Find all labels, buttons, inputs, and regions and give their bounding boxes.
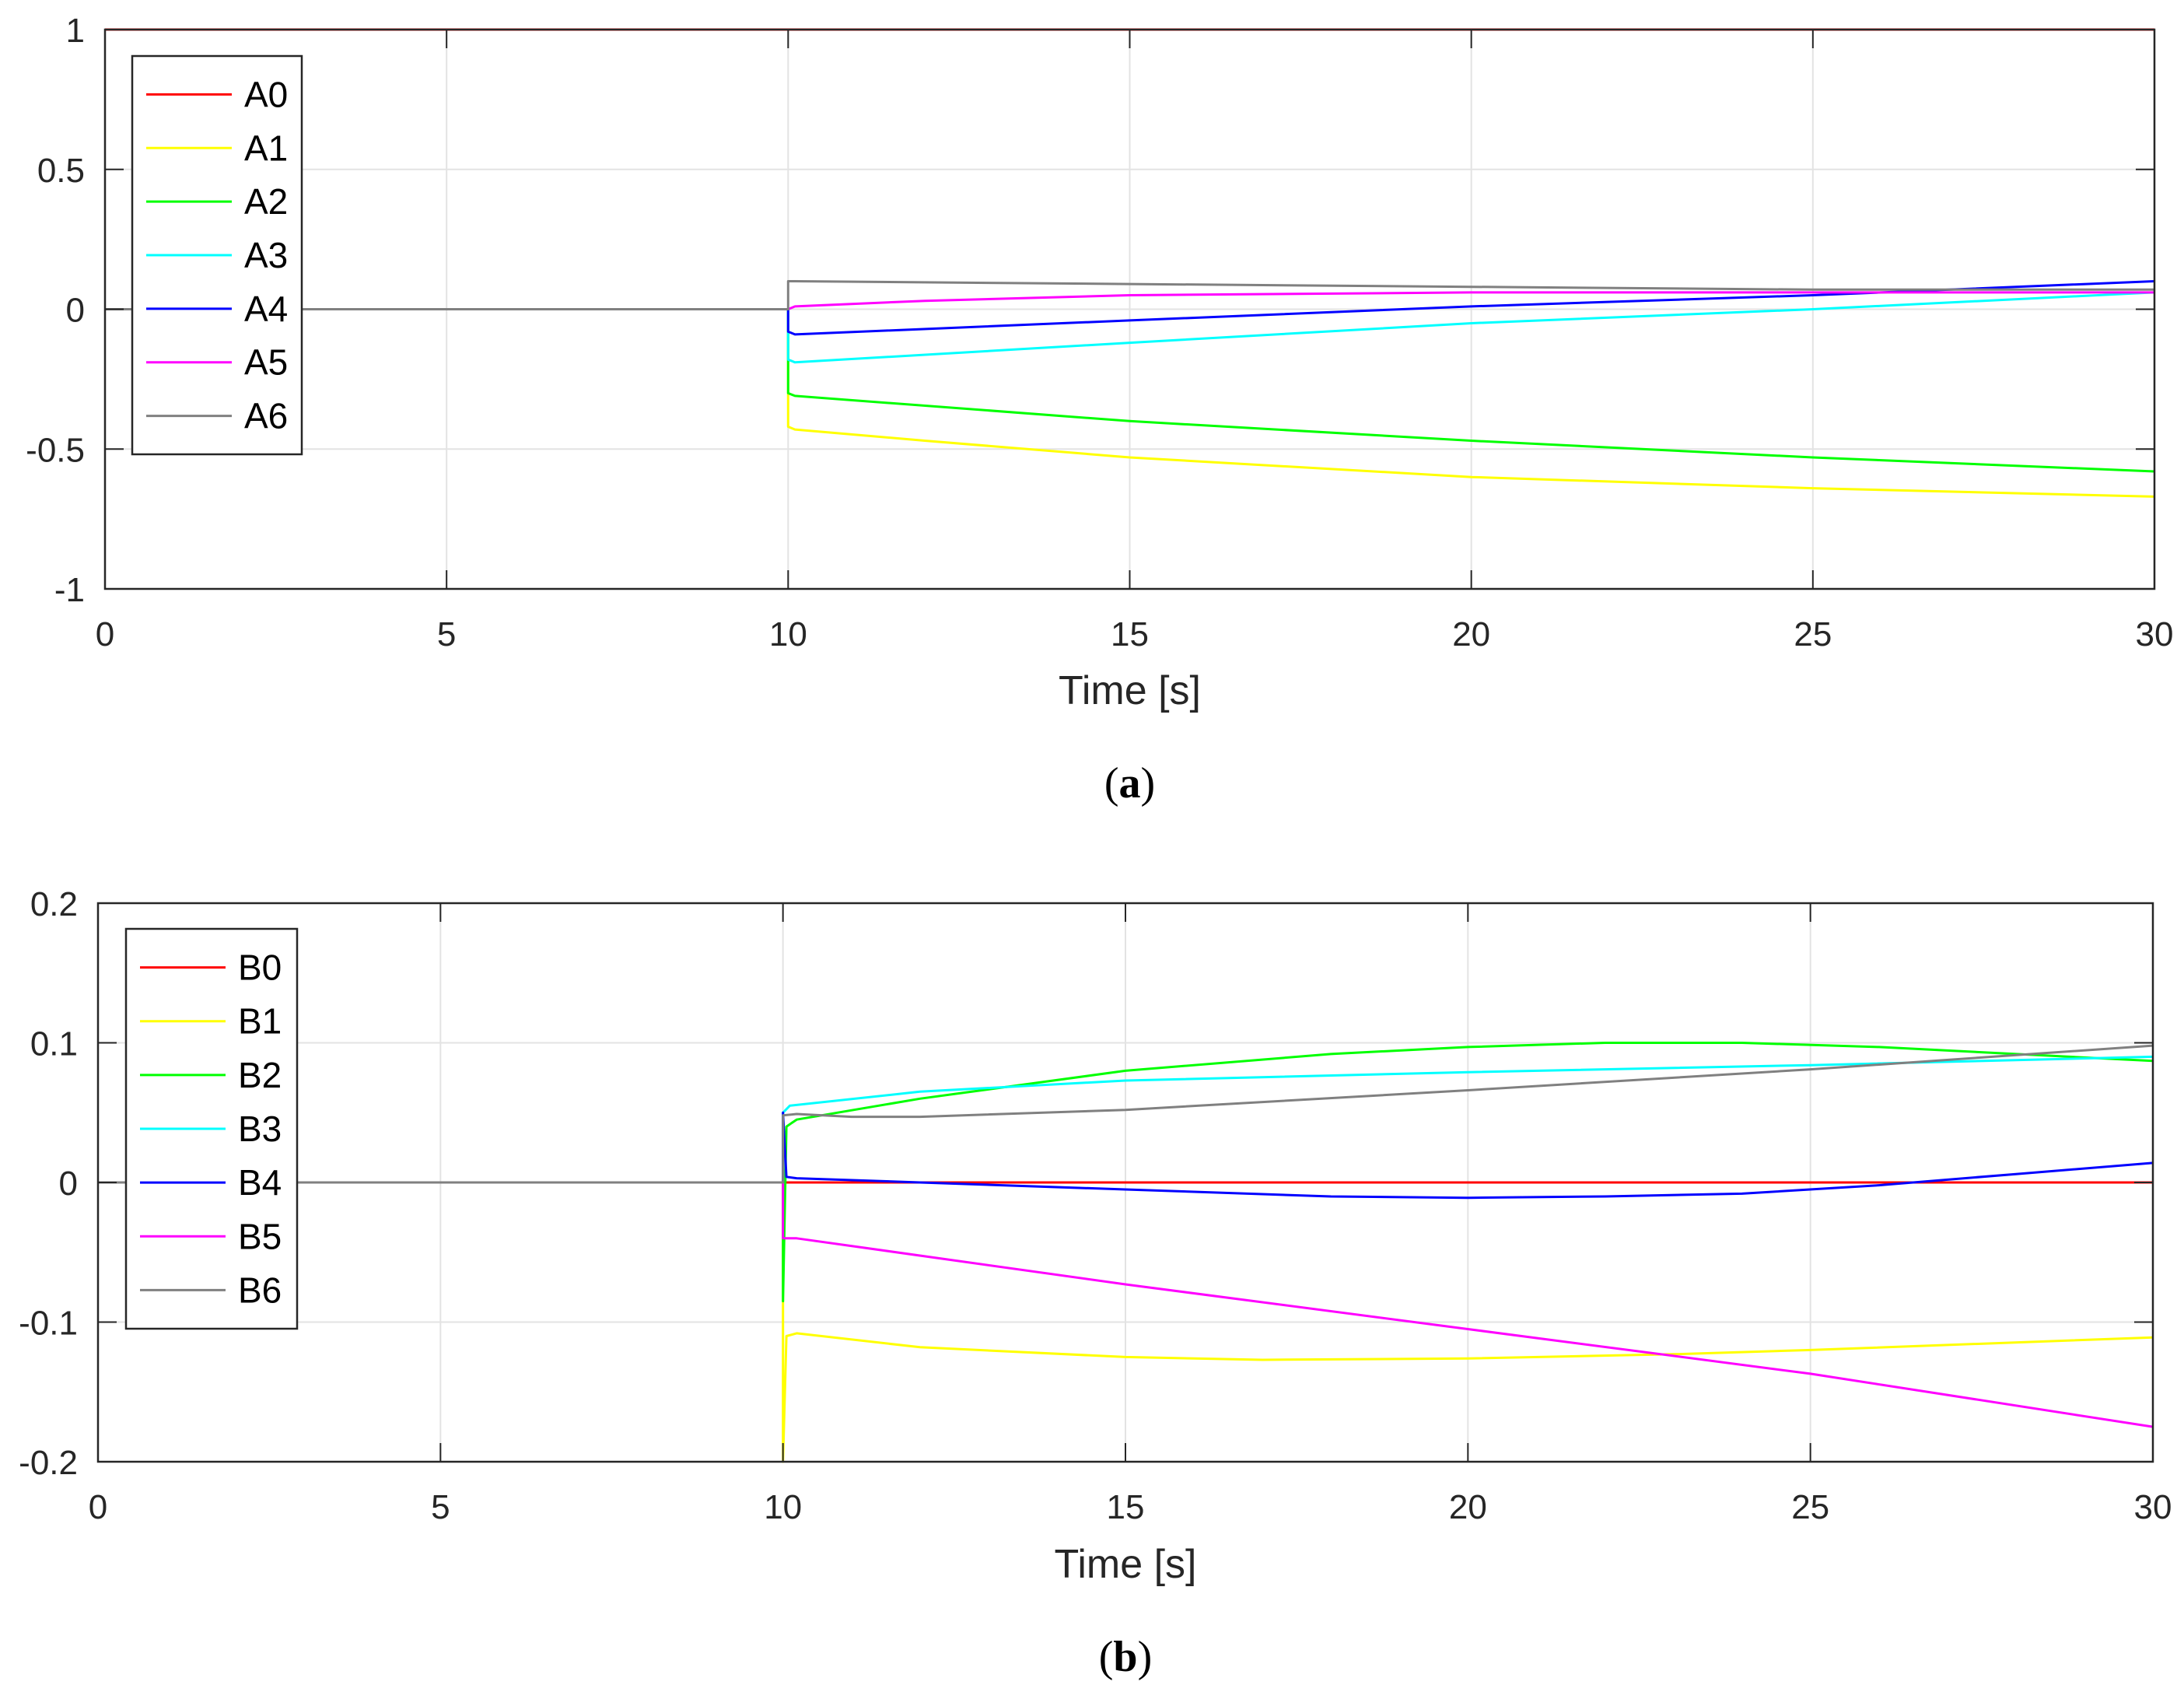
x-tick-label: 15 [1111, 615, 1149, 653]
x-tick-label: 0 [89, 1488, 107, 1526]
legend: A0 A1 A2 A3 A4 A5 A6 [131, 54, 303, 456]
legend-label-b6: B6 [238, 1270, 282, 1310]
x-axis-label: Time [s] [1055, 1542, 1197, 1587]
x-tick-label: 25 [1791, 1488, 1829, 1526]
figure-caption: (a) [1104, 759, 1155, 807]
legend-label-a5: A5 [244, 342, 288, 383]
y-tick-label: 0.5 [37, 152, 85, 190]
x-axis-label: Time [s] [1059, 668, 1201, 713]
x-tick-label: 5 [431, 1488, 450, 1526]
caption-letter: b [1113, 1633, 1137, 1681]
x-tick-label: 15 [1107, 1488, 1145, 1526]
legend-label-a6: A6 [244, 396, 288, 436]
y-tick-label: -1 [54, 571, 85, 609]
figure-caption: (b) [1099, 1633, 1152, 1681]
x-tick-label: 10 [769, 615, 807, 653]
legend-label-a3: A3 [244, 235, 288, 275]
chart-b: 0 5 10 15 20 25 30 -0.2 -0.1 0 0.1 0.2 Time [s] (b) B0… [19, 885, 2172, 1681]
x-tick-label: 0 [96, 615, 114, 653]
caption-close: ) [1141, 759, 1156, 807]
series-line-b5 [98, 1181, 2154, 1428]
legend-label-b0: B0 [238, 948, 282, 988]
caption-letter: a [1119, 759, 1141, 807]
legend-label-a1: A1 [244, 128, 288, 168]
x-tick-label: 20 [1452, 615, 1490, 653]
x-tick-label: 25 [1794, 615, 1832, 653]
caption-open: ( [1099, 1633, 1114, 1681]
legend-label-a0: A0 [244, 74, 288, 114]
legend-label-b5: B5 [238, 1216, 282, 1256]
legend-label-a2: A2 [244, 181, 288, 222]
y-tick-label: 0.1 [30, 1025, 78, 1063]
x-tick-label: 30 [2136, 615, 2174, 653]
y-tick-label: 0 [66, 292, 85, 330]
legend-label-b4: B4 [238, 1162, 282, 1203]
series-line-b1 [98, 1181, 2154, 1463]
x-tick-label: 20 [1449, 1488, 1487, 1526]
legend-label-b1: B1 [238, 1001, 282, 1042]
y-tick-label: -0.5 [26, 431, 85, 469]
y-tick-label: -0.2 [19, 1444, 78, 1482]
legend-label-a4: A4 [244, 289, 288, 329]
legend-label-b3: B3 [238, 1109, 282, 1149]
legend: B0 B1 B2 B3 B4 B5 B6 [124, 927, 299, 1330]
y-tick-label: 1 [66, 12, 85, 50]
y-tick-label: 0 [59, 1165, 78, 1203]
series-line-b6 [98, 1044, 2154, 1184]
y-tick-label: -0.1 [19, 1305, 78, 1343]
caption-close: ) [1138, 1633, 1153, 1681]
legend-label-b2: B2 [238, 1055, 282, 1095]
series-line-b2 [98, 1042, 2154, 1303]
y-tick-label: 0.2 [30, 885, 78, 923]
chart-a: 0 5 10 15 20 25 30 -1 -0.5 0 0.5 1 Time [s] (a) A0 A1 A2… [26, 12, 2173, 807]
x-tick-label: 30 [2134, 1488, 2172, 1526]
x-tick-label: 5 [437, 615, 456, 653]
caption-open: ( [1104, 759, 1119, 807]
x-tick-label: 10 [764, 1488, 802, 1526]
series-line-a6 [105, 280, 2154, 310]
series-line-a4 [105, 280, 2155, 336]
